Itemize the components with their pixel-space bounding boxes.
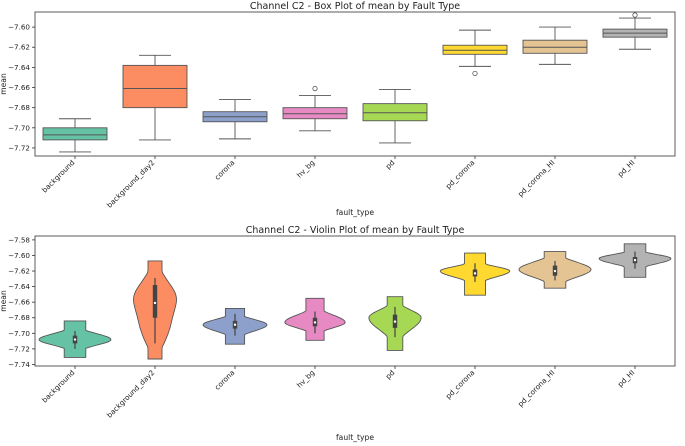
violin-plot-x-tick-label: pd_corona (444, 368, 477, 401)
box-outlier-point (632, 12, 638, 18)
box-pd_corona (442, 44, 508, 55)
violin-plot-y-label: mean (0, 290, 8, 312)
box-plot-x-label: fault_type (336, 208, 374, 217)
violin-plot-y-tick-label: −7.60 (8, 251, 30, 260)
violin-iqr-box (152, 285, 158, 318)
violin-plot-title: Channel C2 - Violin Plot of mean by Faul… (246, 225, 465, 236)
box-plot-x-tick-label: pd (384, 158, 397, 171)
violin-plot-y-tick-label: −7.68 (8, 313, 30, 322)
box-plot-x-tick-label: background_day2 (105, 158, 157, 210)
violin-median-dot (553, 269, 557, 273)
box-plot-x-tick-label: corona (213, 158, 237, 182)
box-plot-y-label: mean (0, 73, 8, 95)
box-outlier-point (472, 70, 478, 77)
violin-median-dot (313, 321, 317, 324)
box-plot-x-tick-label: background (40, 158, 76, 194)
violin-plot-x-tick-label: hv_bg (295, 368, 317, 390)
box-plot-y-tick-label: −7.66 (8, 83, 30, 92)
violin-plot-axes-frame (34, 235, 676, 367)
box-plot-x-tick-label: pd_corona_HI (516, 158, 557, 199)
box-background (42, 127, 108, 141)
box-hv_bg (282, 107, 348, 120)
violin-median-dot (233, 323, 237, 326)
box-plot-axes-frame (34, 11, 676, 157)
box-plot-y-tick-label: −7.64 (8, 63, 30, 72)
violin-plot-x-tick-label: background (40, 368, 76, 404)
violin-median-dot (633, 258, 637, 262)
violin-plot-x-label: fault_type (336, 433, 374, 442)
box-plot-y-tick-label: −7.70 (8, 123, 30, 132)
violin-plot-y-tick-label: −7.64 (8, 282, 30, 291)
violin-plot-y-tick-label: −7.70 (8, 329, 30, 338)
box-outlier-point (312, 85, 318, 92)
violin-plot-y-tick-label: −7.58 (8, 235, 30, 244)
violin-plot-y-tick-label: −7.72 (8, 344, 30, 353)
violin-plot-marks (38, 243, 672, 360)
box-plot-y-tick-label: −7.62 (8, 43, 30, 52)
box-plot-x-tick-label: hv_bg (295, 158, 317, 180)
violin-plot-x-tick-label: pd_HI (616, 368, 637, 389)
box-plot-y-ticks: −7.72 −7.70 −7.68 −7.66 −7.64 −7.62 −7.60 (8, 23, 35, 152)
violin-plot-x-tick-label: corona (213, 368, 237, 392)
box-plot-panel: Channel C2 - Box Plot of mean by Fault T… (0, 1, 676, 217)
box-pd_corona_HI (522, 39, 588, 54)
box-plot-y-tick-label: −7.68 (8, 103, 30, 112)
violin-plot-x-tick-label: pd (384, 368, 397, 381)
box-plot-y-tick-label: −7.60 (8, 23, 30, 32)
violin-plot-y-tick-label: −7.74 (8, 360, 30, 369)
box-plot-title: Channel C2 - Box Plot of mean by Fault T… (250, 1, 460, 12)
violin-median-dot (153, 301, 157, 305)
violin-median-dot (73, 338, 77, 341)
violin-plot-panel: Channel C2 - Violin Plot of mean by Faul… (0, 225, 676, 442)
box-plot-x-tick-label: pd_HI (616, 158, 637, 179)
violin-median-dot (393, 320, 397, 323)
violin-plot-y-ticks: −7.74 −7.72 −7.70 −7.68 −7.66 −7.64 −7.62 −7.60… (8, 235, 35, 369)
violin-plot-x-tick-label: pd_corona_HI (516, 368, 557, 409)
box-plot-y-tick-label: −7.72 (8, 143, 30, 152)
violin-median-dot (473, 272, 477, 275)
violin-plot-y-tick-label: −7.66 (8, 298, 30, 307)
box-plot-marks (42, 12, 668, 153)
box-plot-x-ticks: background background_day2 corona hv_bg pd pd… (40, 156, 636, 210)
box-background_day2 (122, 64, 188, 109)
violin-plot-x-ticks: background background_day2 corona hv_bg pd pd… (40, 366, 636, 420)
box-pd (362, 103, 428, 122)
violin-plot-x-tick-label: background_day2 (105, 368, 157, 420)
box-plot-x-tick-label: pd_corona (444, 158, 477, 191)
violin-plot-y-tick-label: −7.62 (8, 267, 30, 276)
